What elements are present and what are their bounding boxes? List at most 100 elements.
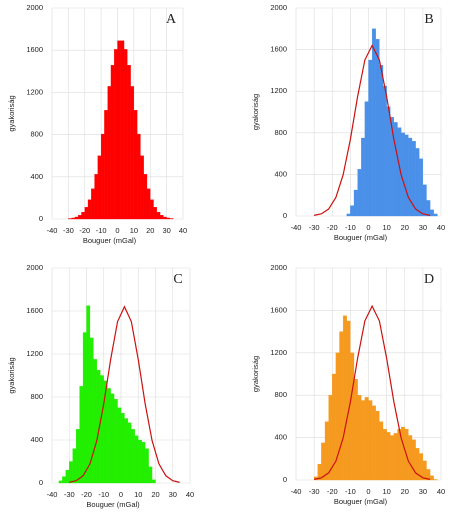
x-tick-label: 30	[419, 223, 427, 232]
bar	[114, 49, 118, 220]
fit-curve	[313, 304, 431, 480]
bar	[91, 188, 95, 220]
bar	[433, 479, 438, 481]
x-tick-label: -20	[79, 226, 90, 235]
bar	[76, 429, 80, 484]
bar	[357, 395, 362, 481]
bar	[82, 332, 87, 484]
panel-label: D	[424, 272, 434, 287]
bar	[353, 189, 358, 217]
bar	[339, 331, 344, 481]
bar	[169, 218, 174, 220]
bar	[433, 213, 438, 217]
y-tick-label: 0	[39, 214, 43, 223]
bar	[146, 188, 151, 220]
bar	[68, 218, 72, 220]
x-tick-label: -30	[63, 226, 74, 235]
bar	[400, 426, 405, 481]
bar	[321, 442, 326, 481]
bar	[93, 359, 98, 484]
panel: -40 -30 -20 -10 0 10 20 30 400400800120016002000…	[251, 263, 445, 506]
bar	[140, 155, 144, 220]
x-axis-label: Bouguer (mGal)	[83, 236, 137, 245]
y-tick-label: 1200	[270, 86, 287, 95]
x-tick-label: -40	[291, 223, 302, 232]
x-tick-label: -40	[47, 490, 58, 499]
bar	[353, 379, 358, 481]
bar	[58, 480, 63, 484]
bar	[422, 460, 427, 481]
bar	[426, 200, 431, 217]
panel: -40 -30 -20 -10 0 10 20 30 400400800120016002000…	[7, 263, 194, 509]
x-tick-label: -10	[96, 226, 107, 235]
y-axis-label: gyakoriság	[7, 357, 16, 393]
x-tick-label: -30	[64, 490, 75, 499]
bar	[107, 388, 111, 484]
bar	[117, 40, 121, 220]
x-tick-label: -30	[309, 223, 320, 232]
bar	[78, 215, 82, 220]
x-tick-label: 20	[151, 490, 159, 499]
bar	[150, 199, 154, 220]
bar	[419, 158, 424, 217]
bar	[350, 352, 355, 481]
bar	[130, 86, 135, 220]
bar	[163, 216, 167, 220]
bar	[357, 169, 362, 217]
x-axis-label: Bouguer (mGal)	[334, 497, 388, 506]
x-tick-label: 0	[119, 490, 123, 499]
bar	[371, 28, 376, 217]
bar	[94, 174, 98, 220]
bar	[368, 59, 373, 217]
bar	[84, 207, 89, 220]
y-tick-label: 400	[30, 435, 43, 444]
x-axis-label: Bouguer (mGal)	[334, 233, 388, 242]
bar	[379, 421, 384, 481]
x-tick-label: -10	[98, 490, 109, 499]
y-tick-label: 0	[39, 478, 43, 487]
y-tick-label: 400	[274, 169, 287, 178]
y-tick-label: 1200	[270, 348, 287, 357]
bar	[390, 435, 395, 481]
x-axis-label: Bouguer (mGal)	[86, 500, 140, 509]
bar	[134, 435, 139, 484]
bar	[393, 433, 398, 481]
x-tick-label: 40	[186, 490, 194, 499]
bar	[136, 133, 141, 220]
bar	[361, 137, 366, 217]
bar	[386, 432, 391, 481]
x-tick-label: 30	[419, 487, 427, 496]
fit-curve	[313, 44, 431, 216]
x-tick-label: -30	[309, 487, 320, 496]
x-tick-label: -10	[345, 487, 356, 496]
bar	[375, 410, 380, 481]
y-tick-label: 400	[30, 172, 43, 181]
panel: -40 -30 -20 -10 0 10 20 30 400400800120016002000…	[251, 3, 445, 242]
y-tick-label: 2000	[26, 263, 43, 272]
bar	[324, 421, 329, 481]
bar	[127, 422, 132, 484]
y-tick-label: 2000	[270, 263, 287, 272]
bar	[393, 122, 398, 217]
bar	[131, 429, 135, 484]
x-tick-label: 0	[366, 487, 370, 496]
bar	[86, 305, 91, 484]
bar	[382, 85, 387, 217]
panel-label: A	[166, 12, 177, 27]
bar	[144, 448, 149, 484]
y-tick-label: 1200	[26, 349, 43, 358]
y-tick-label: 1200	[26, 87, 43, 96]
x-tick-label: 10	[382, 223, 390, 232]
bar	[79, 386, 84, 484]
y-tick-label: 1600	[26, 45, 43, 54]
bar	[346, 213, 351, 217]
y-tick-label: 800	[274, 128, 287, 137]
bar	[87, 199, 92, 220]
y-tick-label: 0	[283, 211, 287, 220]
bar	[133, 110, 138, 220]
x-tick-label: 10	[382, 487, 390, 496]
x-tick-label: -20	[327, 487, 338, 496]
bar	[141, 441, 146, 484]
x-tick-label: 20	[401, 223, 409, 232]
bar	[386, 106, 391, 217]
